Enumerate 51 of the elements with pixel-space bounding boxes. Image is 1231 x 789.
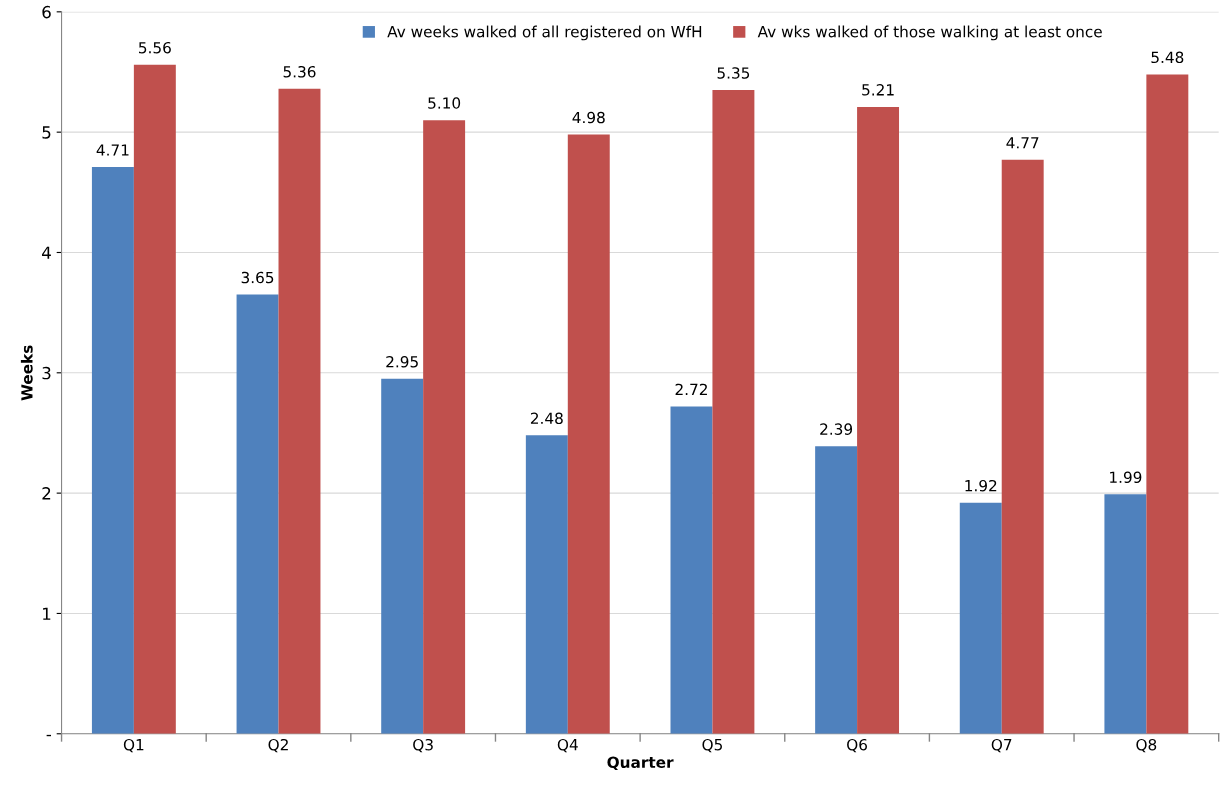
bar [857,106,900,734]
x-tick-label: Q4 [557,738,578,753]
legend-label: Av wks walked of those walking at least once [757,25,1102,41]
y-tick-label: 6 [42,5,51,19]
data-label: 4.71 [96,144,129,156]
x-tick-label: Q8 [1136,738,1157,753]
data-label: 3.65 [241,271,274,284]
bar [1001,159,1044,734]
bar [91,167,134,734]
data-label: 5.21 [862,84,894,96]
bar [525,435,568,734]
y-tick-label: - [46,734,52,737]
bar [567,134,610,734]
x-tick-label: Q3 [413,738,433,753]
data-label: 5.10 [428,97,461,109]
x-tick-label: Q1 [123,738,144,753]
data-label: 5.48 [1151,51,1184,64]
y-tick-label: 2 [42,487,51,500]
data-label: 5.35 [717,67,750,79]
bar [381,378,424,734]
x-tick-label: Q6 [847,738,867,753]
y-axis-title: Weeks [20,345,33,401]
bar [278,88,321,734]
y-tick-label: 1 [43,607,51,620]
y-tick-label: 5 [42,126,51,139]
data-label: 2.95 [386,355,418,368]
bar [1146,74,1189,734]
x-tick-label: Q2 [268,738,288,753]
bar [670,406,713,734]
data-label: 2.39 [820,423,853,435]
legend-label: Av weeks walked of all registered on WfH [387,25,702,41]
bar [133,64,176,734]
data-label: 4.98 [572,111,605,124]
y-tick-label: 4 [42,246,51,259]
bar [423,120,466,734]
data-label: 1.92 [965,479,997,492]
data-label: 1.99 [1110,471,1142,484]
data-label: 5.56 [139,41,171,54]
bar [1104,494,1147,734]
bar [959,502,1002,734]
bar [815,446,858,734]
data-label: 2.48 [530,412,563,425]
x-tick-label: Q5 [702,738,722,753]
x-axis-title: Quarter [607,756,674,771]
data-label: 5.36 [283,65,316,78]
data-label: 2.72 [675,383,707,395]
y-tick-label: 3 [42,366,51,380]
bar [712,90,755,734]
x-tick-label: Q7 [991,738,1012,753]
data-label: 4.77 [1006,137,1039,149]
bar [236,294,279,734]
